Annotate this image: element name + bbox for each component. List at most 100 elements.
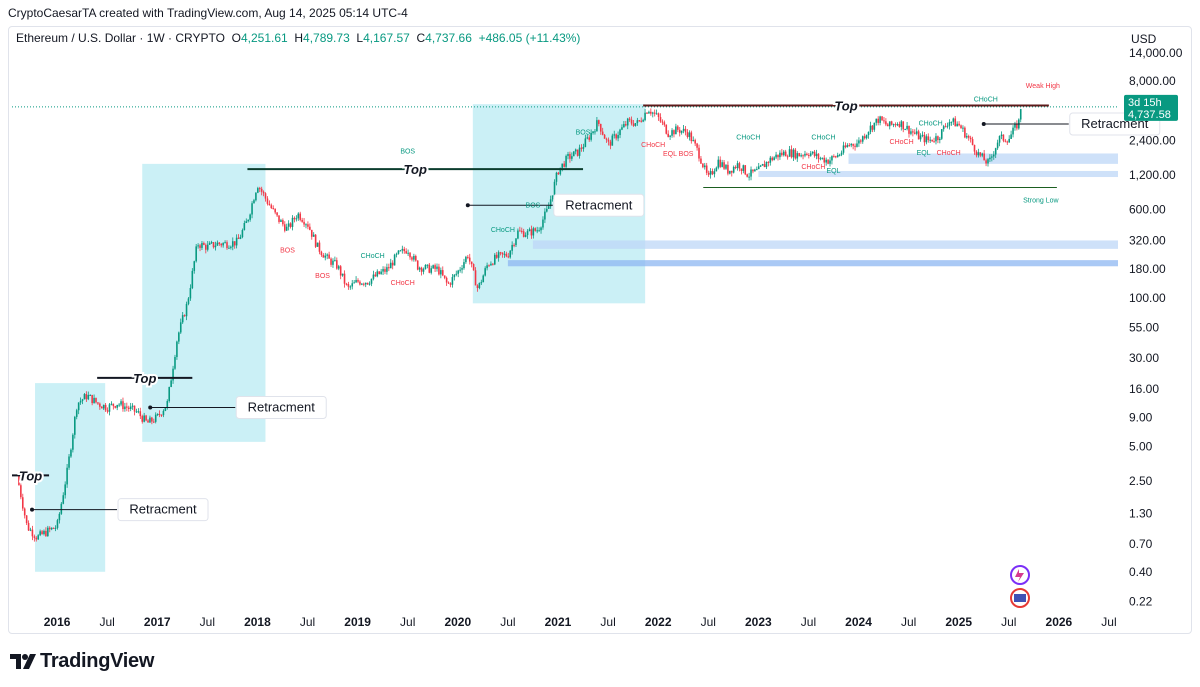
candle-body-305 xyxy=(605,138,608,140)
candle-body-415 xyxy=(817,153,820,159)
candle-body-198 xyxy=(399,250,402,252)
candle-body-458 xyxy=(900,121,903,127)
candle-body-386 xyxy=(761,164,764,166)
structure-label-11: CHoCH xyxy=(811,135,835,142)
candle-body-239 xyxy=(478,282,481,288)
candle-body-290 xyxy=(576,149,579,156)
candle-body-448 xyxy=(881,116,883,121)
candle-body-495 xyxy=(971,139,974,145)
candle-body-341 xyxy=(675,126,677,135)
candle-body-355 xyxy=(702,163,704,168)
x-tick-4: 2018 xyxy=(244,615,271,629)
candle-body-318 xyxy=(630,119,633,124)
last-price-tag xyxy=(1124,94,1178,121)
structure-label-16: EQL xyxy=(917,150,931,157)
retracement-label-0: Retracment xyxy=(129,502,197,517)
candle-body-167 xyxy=(339,266,342,276)
candle-body-66 xyxy=(145,415,147,421)
candle-body-272 xyxy=(542,219,544,228)
candle-body-366 xyxy=(723,162,725,169)
candle-body-170 xyxy=(345,283,348,285)
candle-body-393 xyxy=(775,154,777,158)
candle-body-228 xyxy=(457,270,459,274)
candle-body-168 xyxy=(341,273,344,276)
candle-body-187 xyxy=(378,271,381,275)
candle-body-329 xyxy=(651,112,654,114)
candle-body-88 xyxy=(187,298,190,304)
candle-body-121 xyxy=(251,203,253,215)
candle-body-348 xyxy=(688,132,691,137)
candle-body-140 xyxy=(287,223,290,227)
candle-body-496 xyxy=(973,144,976,152)
candle-body-452 xyxy=(888,121,891,127)
y-tick-13: 2.50 xyxy=(1129,474,1153,488)
candle-body-370 xyxy=(730,170,733,173)
candle-body-248 xyxy=(495,254,498,258)
candle-body-368 xyxy=(727,164,729,174)
candle-body-122 xyxy=(253,200,255,204)
candle-body-485 xyxy=(952,118,955,122)
candle-body-332 xyxy=(657,113,660,118)
candle-body-105 xyxy=(220,243,223,246)
candle-body-505 xyxy=(991,156,993,158)
candle-body-176 xyxy=(357,280,359,282)
candle-body-381 xyxy=(752,169,754,172)
chart-panel[interactable] xyxy=(8,26,1192,634)
candle-body-199 xyxy=(401,248,404,251)
candle-body-221 xyxy=(443,275,446,278)
candle-body-129 xyxy=(266,198,269,204)
x-tick-9: Jul xyxy=(500,615,515,629)
y-tick-8: 55.00 xyxy=(1129,321,1159,335)
x-tick-1: Jul xyxy=(100,615,115,629)
candle-body-291 xyxy=(578,147,581,156)
y-tick-4: 600.00 xyxy=(1129,202,1166,216)
candle-body-204 xyxy=(411,257,413,260)
currency-label[interactable]: USD xyxy=(1131,32,1157,46)
candle-body-427 xyxy=(840,152,843,155)
candle-body-426 xyxy=(838,154,841,156)
candle-body-347 xyxy=(686,132,689,137)
candle-body-376 xyxy=(742,165,745,171)
high-label: H xyxy=(294,31,304,45)
candle-body-92 xyxy=(195,246,197,262)
candle-body-84 xyxy=(179,322,182,333)
candle-body-434 xyxy=(854,145,856,147)
candle-body-459 xyxy=(902,121,905,130)
candle-body-405 xyxy=(798,153,800,157)
candle-body-516 xyxy=(1012,127,1014,135)
candle-body-147 xyxy=(301,219,303,222)
candle-body-440 xyxy=(865,135,868,139)
candle-body-364 xyxy=(719,159,722,167)
candle-body-389 xyxy=(767,161,770,163)
candle-body-152 xyxy=(310,229,313,237)
candle-body-67 xyxy=(147,420,149,423)
candle-body-26 xyxy=(68,456,70,468)
y-tick-14: 1.30 xyxy=(1129,506,1153,520)
candle-body-264 xyxy=(526,231,529,236)
y-tick-12: 5.00 xyxy=(1129,440,1153,454)
candle-body-191 xyxy=(386,267,388,272)
x-tick-13: Jul xyxy=(701,615,716,629)
candle-body-6 xyxy=(29,529,32,531)
candle-body-183 xyxy=(370,278,373,284)
x-tick-0: 2016 xyxy=(44,615,71,629)
structure-label-14: CHoCH xyxy=(919,121,943,128)
candle-body-312 xyxy=(619,129,621,136)
candle-body-37 xyxy=(89,394,92,396)
candle-body-403 xyxy=(794,149,797,159)
candle-body-443 xyxy=(871,125,874,130)
structure-label-19: Weak High xyxy=(1026,83,1060,90)
x-tick-6: 2019 xyxy=(344,615,371,629)
candle-body-439 xyxy=(863,136,866,139)
candle-body-74 xyxy=(160,414,163,416)
candle-body-416 xyxy=(819,158,822,160)
candle-body-179 xyxy=(362,283,365,285)
candle-body-278 xyxy=(553,181,556,196)
candle-body-488 xyxy=(958,123,960,126)
candle-body-441 xyxy=(867,131,870,136)
candle-body-222 xyxy=(445,277,448,283)
candle-body-412 xyxy=(811,151,814,154)
x-tick-17: Jul xyxy=(901,615,916,629)
candle-body-404 xyxy=(796,153,799,159)
